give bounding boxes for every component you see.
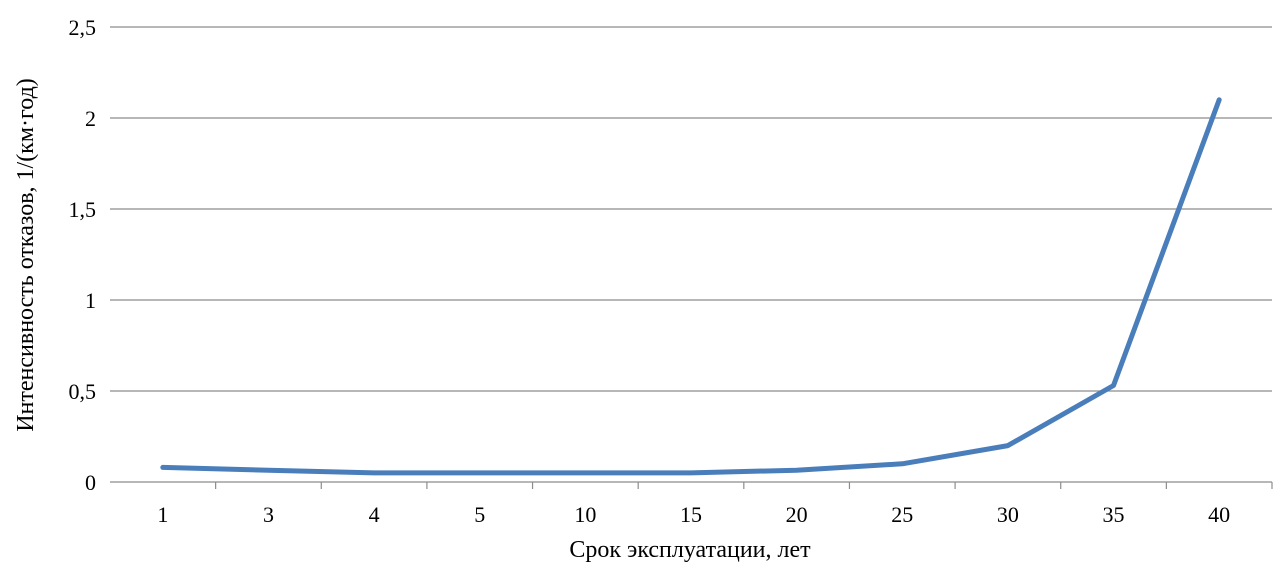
x-tick-label: 4 (369, 502, 380, 527)
y-tick-labels: 0 0,5 1 1,5 2 2,5 (69, 15, 97, 495)
y-tick-label: 0,5 (69, 379, 97, 404)
y-axis-title: Интенсивность отказов, 1/(км·год) (13, 78, 39, 432)
x-tick-label: 5 (474, 502, 485, 527)
x-tick-labels: 1 3 4 5 10 15 20 25 30 35 40 (157, 502, 1230, 527)
x-tick-label: 1 (157, 502, 168, 527)
x-tick-label: 25 (891, 502, 913, 527)
y-tick-label: 1,5 (69, 197, 97, 222)
series-line-0 (163, 100, 1219, 473)
x-tick-label: 15 (680, 502, 702, 527)
x-tick-label: 20 (786, 502, 808, 527)
x-tick-label: 10 (574, 502, 596, 527)
x-tick-label: 3 (263, 502, 274, 527)
y-tick-label: 2 (85, 106, 96, 131)
y-tick-label: 2,5 (69, 15, 97, 40)
grid-lines (110, 27, 1272, 489)
y-tick-label: 1 (85, 288, 96, 313)
x-axis-title: Срок эксплуатации, лет (569, 537, 811, 563)
y-tick-label: 0 (85, 470, 96, 495)
series-lines (163, 100, 1220, 473)
x-tick-label: 35 (1103, 502, 1125, 527)
x-tick-label: 40 (1208, 502, 1230, 527)
x-tick-label: 30 (997, 502, 1019, 527)
